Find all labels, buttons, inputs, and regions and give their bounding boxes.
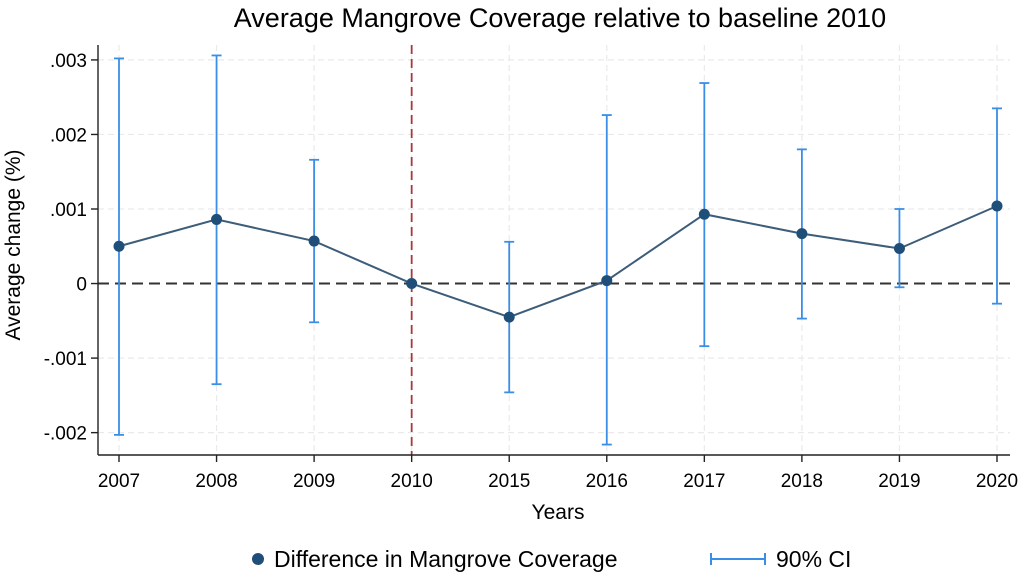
data-point — [406, 278, 418, 290]
legend-marker-points — [252, 553, 264, 565]
x-tick-label: 2018 — [781, 471, 823, 492]
series-line — [118, 205, 998, 319]
legend-label-series: Difference in Mangrove Coverage — [274, 546, 617, 572]
data-point — [698, 208, 710, 220]
x-tick-label: 2015 — [488, 471, 530, 492]
y-tick-label: .002 — [50, 125, 87, 146]
y-tick-label: -.002 — [44, 424, 87, 445]
data-point — [308, 235, 320, 247]
y-tick-label: -.001 — [44, 349, 87, 370]
x-tick-label: 2007 — [98, 471, 140, 492]
y-tick-label: 0 — [76, 275, 87, 296]
data-point — [601, 275, 613, 287]
x-tick-label: 2016 — [586, 471, 628, 492]
data-point — [991, 200, 1003, 212]
axes: -.002 -.001 0 .001 .002 .003 2007 2008 2009 2010 2… — [44, 45, 1018, 492]
x-tick-label: 2010 — [391, 471, 433, 492]
series-line-path — [118, 205, 998, 319]
x-tick-label: 2017 — [683, 471, 725, 492]
legend-label-ci: 90% CI — [776, 546, 851, 572]
x-tick-label: 2009 — [293, 471, 335, 492]
data-point — [503, 311, 515, 323]
x-tick-label: 2020 — [976, 471, 1018, 492]
y-axis-title: Average change (%) — [2, 149, 25, 340]
chart-title: Average Mangrove Coverage relative to ba… — [234, 3, 886, 33]
series-points — [113, 200, 1003, 323]
confidence-intervals — [114, 54, 1002, 446]
y-tick-label: .001 — [50, 200, 87, 221]
x-tick-label: 2008 — [195, 471, 237, 492]
legend: Difference in Mangrove Coverage 90% CI — [252, 546, 851, 572]
data-point — [211, 213, 223, 225]
data-point — [893, 243, 905, 255]
data-point — [796, 228, 808, 240]
data-point — [113, 240, 125, 252]
x-axis-title: Years — [532, 501, 585, 524]
x-tick-label: 2019 — [878, 471, 920, 492]
reference-lines — [98, 45, 1010, 455]
y-tick-label: .003 — [50, 51, 87, 72]
grid-lines — [98, 45, 1010, 455]
